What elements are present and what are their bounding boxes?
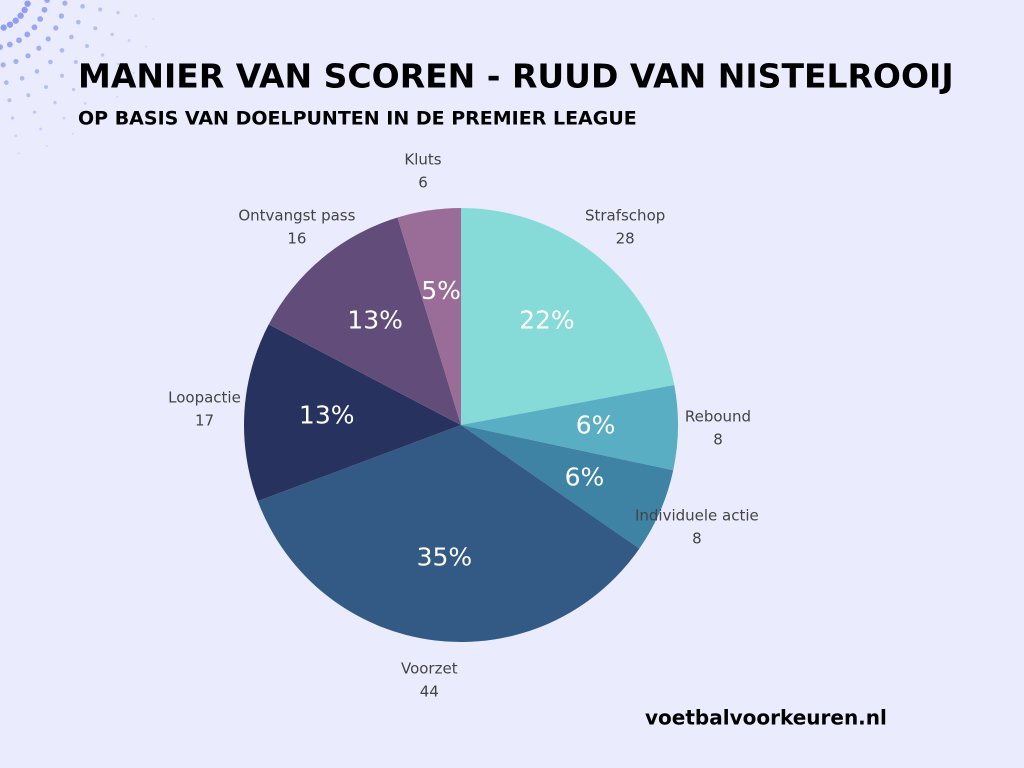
dot [0,44,3,51]
data-label: 13% [347,305,403,334]
dot [41,6,48,13]
dot [69,34,74,40]
dot [26,93,31,98]
dot [45,144,48,148]
dot [17,12,24,19]
data-label: 6% [576,411,616,440]
data-label: 5% [421,276,461,305]
dot [10,116,15,120]
dot [53,25,59,31]
dot [127,39,131,43]
dot [25,53,31,59]
dot [101,83,105,87]
dot [116,95,119,98]
dot [116,62,120,66]
slice-value: 16 [287,230,306,248]
dot [14,134,18,138]
dot [110,32,114,37]
dot [37,16,44,22]
data-label: 6% [565,462,605,491]
pie-slice [461,208,675,425]
dot [62,0,68,6]
pie-slice [461,384,678,471]
pie-slice [244,324,461,502]
dot [17,152,20,155]
dot [16,37,22,44]
dot [32,110,37,114]
dot [6,21,14,28]
data-label: 13% [299,401,355,430]
slice-value: 28 [616,230,635,248]
dot [48,59,53,65]
dot [53,100,57,105]
dot [0,24,7,31]
dot [58,13,65,19]
source: voetbalvoorkeuren.nl [645,706,887,730]
slice-value: 6 [418,173,428,191]
dot [144,45,148,48]
slice-value: 44 [420,683,439,701]
dot [24,31,31,38]
dot [34,69,40,74]
slice-value: 17 [195,412,214,430]
dot [73,59,78,64]
dot [36,45,42,51]
dot [21,6,28,14]
dot [59,73,64,78]
dot [132,71,135,75]
dot [12,17,19,24]
decoration [0,0,155,155]
slice-name: Loopactie [168,389,241,407]
dot [7,98,12,103]
slice-value: 8 [692,530,702,548]
slice-name: Rebound [685,408,751,426]
dot [71,87,76,92]
dot [100,53,105,57]
dot [0,62,6,68]
pie-slice [397,208,461,425]
dot [44,0,51,3]
dot [19,76,25,81]
dot [80,4,85,9]
pie-slice [461,425,674,549]
dot [44,84,48,89]
slice-name: Kluts [404,150,441,168]
dot [116,10,120,15]
chart-title: MANIER VAN SCOREN - RUUD VAN NISTELROOIJ [78,57,954,96]
data-label: 22% [519,305,575,334]
dot [95,116,98,119]
dot [59,48,65,53]
dot [84,44,89,48]
dot [45,36,51,42]
dot [71,132,75,135]
dot [98,7,103,12]
dot [39,127,43,131]
dot [13,58,19,65]
dot [31,24,38,31]
slice-name: Individuele actie [635,507,759,525]
chart-subtitle: OP BASIS VAN DOELPUNTEN IN DE PREMIER LE… [78,108,637,130]
dot [83,101,87,105]
slice-value: 8 [713,431,723,449]
dot [62,116,66,120]
slice-name: Strafschop [585,207,665,225]
slice-name: Ontvangst pass [238,207,355,225]
dot [4,80,9,85]
dot [93,26,98,31]
dot [24,0,31,7]
data-label: 35% [417,543,473,572]
dot [76,19,81,25]
dot [6,41,13,48]
dot [134,14,138,18]
dot [152,17,155,20]
dot [87,71,92,76]
pie-slice [268,217,461,425]
slice-name: Voorzet [401,660,458,678]
pie-slice [257,425,640,643]
